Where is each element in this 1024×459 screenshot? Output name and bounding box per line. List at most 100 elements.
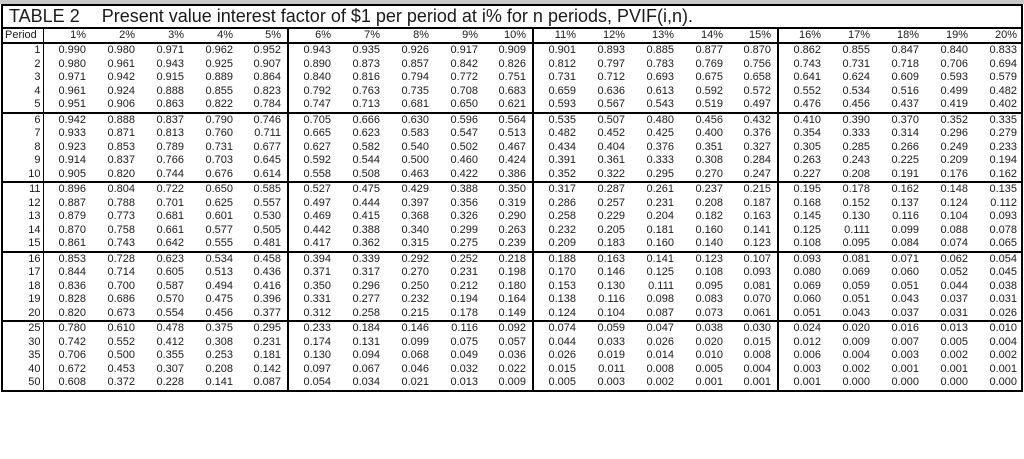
value-cell: 0.198 bbox=[484, 266, 534, 280]
value-cell: 0.442 bbox=[303, 223, 331, 236]
value-cell: 0.319 bbox=[484, 196, 534, 210]
value-cell: 0.231 bbox=[646, 196, 674, 209]
value-cell: 0.820 bbox=[92, 167, 141, 183]
value-cell: 0.227 bbox=[778, 167, 827, 183]
value-cell: 0.045 bbox=[989, 266, 1017, 279]
value-cell: 0.650 bbox=[205, 183, 233, 196]
value-cell: 0.630 bbox=[401, 113, 429, 126]
period-cell: 5 bbox=[3, 98, 44, 114]
value-cell: 0.162 bbox=[891, 183, 919, 196]
value-cell: 0.905 bbox=[43, 167, 92, 183]
period-cell: 6 bbox=[3, 112, 44, 127]
value-cell: 0.339 bbox=[352, 252, 380, 265]
value-cell: 0.888 bbox=[156, 84, 184, 97]
value-cell: 0.790 bbox=[205, 113, 233, 126]
value-cell: 0.535 bbox=[548, 113, 576, 126]
value-cell: 0.312 bbox=[288, 306, 337, 322]
value-cell: 0.125 bbox=[793, 223, 821, 236]
pvif-grid: Period 1% 2% 3% 4% 5% 6% 7% 8% 9% 10% 11% 12% 13% 14% 1… bbox=[3, 29, 1023, 390]
value-cell: 0.335 bbox=[989, 113, 1017, 126]
value-cell: 0.097 bbox=[303, 362, 331, 375]
value-cell: 0.432 bbox=[729, 112, 779, 127]
value-cell: 0.002 bbox=[646, 376, 674, 389]
value-cell: 0.054 bbox=[303, 376, 331, 389]
value-cell: 0.073 bbox=[680, 306, 729, 322]
value-cell: 0.481 bbox=[239, 237, 289, 253]
value-cell: 0.130 bbox=[842, 210, 870, 223]
value-cell: 0.558 bbox=[288, 167, 337, 183]
value-cell: 0.792 bbox=[303, 84, 331, 97]
value-cell: 0.327 bbox=[729, 140, 779, 154]
value-cell: 0.184 bbox=[352, 322, 380, 335]
value-cell: 0.990 bbox=[58, 44, 86, 57]
value-cell: 0.833 bbox=[989, 44, 1017, 57]
value-cell: 0.812 bbox=[548, 57, 576, 70]
value-cell: 0.212 bbox=[450, 279, 478, 292]
value-cell: 0.250 bbox=[401, 279, 429, 292]
value-cell: 0.168 bbox=[793, 196, 821, 209]
value-cell: 0.534 bbox=[842, 84, 870, 97]
value-cell: 0.482 bbox=[548, 127, 576, 140]
value-cell: 0.625 bbox=[205, 196, 233, 209]
col-header-rate: 12% bbox=[582, 29, 631, 44]
table-row: 9 0.914 0.837 0.766 0.703 0.645 0.592 0.544 0.50… bbox=[3, 154, 1023, 168]
value-cell: 0.095 bbox=[695, 279, 723, 292]
value-cell: 0.508 bbox=[337, 167, 386, 183]
value-cell: 0.731 bbox=[842, 57, 870, 70]
value-cell: 0.780 bbox=[58, 322, 86, 335]
value-cell: 0.060 bbox=[793, 293, 821, 306]
value-cell: 0.478 bbox=[156, 322, 184, 335]
value-cell: 0.215 bbox=[729, 182, 779, 197]
value-cell: 0.713 bbox=[337, 98, 386, 114]
value-cell: 0.059 bbox=[842, 279, 870, 292]
value-cell: 0.022 bbox=[484, 362, 534, 376]
value-cell: 0.391 bbox=[548, 154, 576, 167]
value-cell: 0.174 bbox=[303, 335, 331, 348]
value-cell: 0.305 bbox=[793, 140, 821, 153]
value-cell: 0.712 bbox=[597, 71, 625, 84]
value-cell: 0.124 bbox=[533, 306, 582, 322]
value-cell: 0.823 bbox=[239, 84, 289, 98]
value-cell: 0.642 bbox=[141, 237, 190, 253]
value-cell: 0.044 bbox=[548, 335, 576, 348]
value-cell: 0.270 bbox=[401, 266, 429, 279]
value-cell: 0.596 bbox=[450, 113, 478, 126]
value-cell: 0.577 bbox=[205, 223, 233, 236]
value-cell: 0.070 bbox=[729, 293, 779, 307]
value-cell: 0.540 bbox=[401, 140, 429, 153]
value-cell: 0.552 bbox=[793, 84, 821, 97]
value-cell: 0.497 bbox=[303, 196, 331, 209]
value-cell: 0.758 bbox=[107, 223, 135, 236]
value-cell: 0.141 bbox=[205, 376, 233, 389]
value-cell: 0.429 bbox=[401, 183, 429, 196]
value-cell: 0.188 bbox=[548, 252, 576, 265]
value-cell: 0.871 bbox=[107, 127, 135, 140]
value-cell: 0.925 bbox=[205, 57, 233, 70]
value-cell: 0.751 bbox=[484, 71, 534, 85]
value-cell: 0.887 bbox=[58, 196, 86, 209]
value-cell: 0.701 bbox=[156, 196, 184, 209]
value-cell: 0.893 bbox=[597, 44, 625, 57]
value-cell: 0.735 bbox=[401, 84, 429, 97]
value-cell: 0.191 bbox=[876, 167, 925, 183]
value-cell: 0.135 bbox=[989, 183, 1017, 196]
value-cell: 0.593 bbox=[940, 71, 968, 84]
value-cell: 0.552 bbox=[107, 335, 135, 348]
value-cell: 0.463 bbox=[386, 167, 435, 183]
value-cell: 0.317 bbox=[352, 266, 380, 279]
value-cell: 0.182 bbox=[695, 210, 723, 223]
value-cell: 0.601 bbox=[205, 210, 233, 223]
value-cell: 0.351 bbox=[695, 140, 723, 153]
value-cell: 0.208 bbox=[827, 167, 876, 183]
value-cell: 0.917 bbox=[450, 44, 478, 57]
value-cell: 0.261 bbox=[646, 183, 674, 196]
value-cell: 0.270 bbox=[680, 167, 729, 183]
value-cell: 0.252 bbox=[450, 252, 478, 265]
period-cell: 10 bbox=[3, 167, 44, 183]
value-cell: 0.744 bbox=[141, 167, 190, 183]
value-cell: 0.295 bbox=[631, 167, 680, 183]
value-cell: 0.225 bbox=[891, 154, 919, 167]
col-header-rate: 13% bbox=[631, 29, 680, 44]
value-cell: 0.388 bbox=[352, 223, 380, 236]
value-cell: 0.456 bbox=[190, 306, 239, 322]
